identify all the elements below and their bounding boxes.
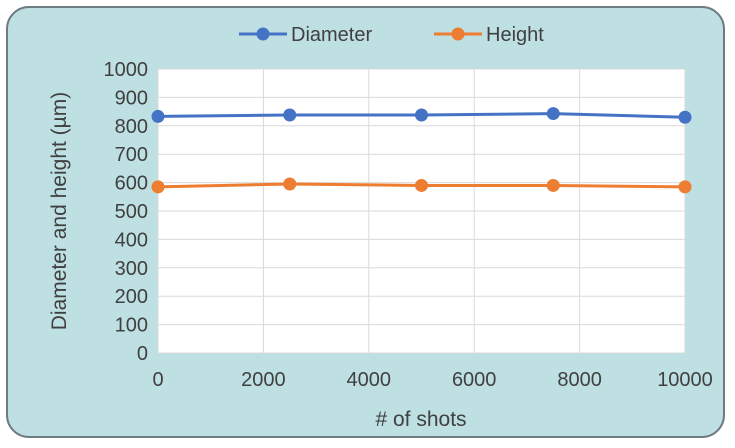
y-tick-label: 0 xyxy=(137,343,148,365)
height-point xyxy=(151,180,165,194)
diameter-point xyxy=(151,109,165,123)
legend-swatch-marker xyxy=(256,27,270,41)
legend-label: Diameter xyxy=(291,24,372,46)
x-tick-label: 6000 xyxy=(452,369,497,391)
height-point xyxy=(283,177,297,191)
diameter-point xyxy=(415,108,428,122)
height-point xyxy=(415,178,428,192)
series-height xyxy=(151,177,692,194)
y-tick-label: 700 xyxy=(115,144,148,166)
x-tick-label: 10000 xyxy=(657,369,713,391)
x-axis-ticks: 0 2000 4000 6000 8000 10000 xyxy=(152,369,712,391)
series-diameter xyxy=(151,107,692,124)
legend-swatch-marker xyxy=(451,27,465,41)
x-tick-label: 8000 xyxy=(557,369,602,391)
diameter-point xyxy=(283,108,297,122)
series-layer xyxy=(151,107,692,194)
x-tick-label: 0 xyxy=(152,369,163,391)
y-tick-label: 200 xyxy=(115,286,148,308)
legend-item-height: Height xyxy=(434,24,544,46)
legend: Diameter Height xyxy=(239,24,544,46)
x-tick-label: 2000 xyxy=(241,369,286,391)
chart-card: 0 100 200 300 400 500 600 700 800 900 1000 0 2000 40… xyxy=(6,6,725,438)
y-tick-label: 100 xyxy=(115,315,148,337)
diameter-point xyxy=(678,110,692,124)
legend-label: Height xyxy=(486,24,544,46)
diameter-point xyxy=(546,107,560,121)
x-axis-title: # of shots xyxy=(375,408,466,431)
y-axis-ticks: 0 100 200 300 400 500 600 700 800 900 1000 xyxy=(104,59,149,365)
line-chart: 0 100 200 300 400 500 600 700 800 900 1000 0 2000 40… xyxy=(6,6,725,438)
y-tick-label: 500 xyxy=(115,201,148,223)
legend-item-diameter: Diameter xyxy=(239,24,372,46)
y-tick-label: 600 xyxy=(115,173,148,195)
y-tick-label: 900 xyxy=(115,87,148,109)
x-tick-label: 4000 xyxy=(347,369,392,391)
y-tick-label: 800 xyxy=(115,116,148,138)
y-tick-label: 400 xyxy=(115,229,148,251)
y-tick-label: 1000 xyxy=(104,59,149,81)
y-axis-title: Diameter and height (µm) xyxy=(48,92,71,331)
y-tick-label: 300 xyxy=(115,258,148,280)
height-point xyxy=(546,178,560,192)
height-point xyxy=(678,180,692,194)
